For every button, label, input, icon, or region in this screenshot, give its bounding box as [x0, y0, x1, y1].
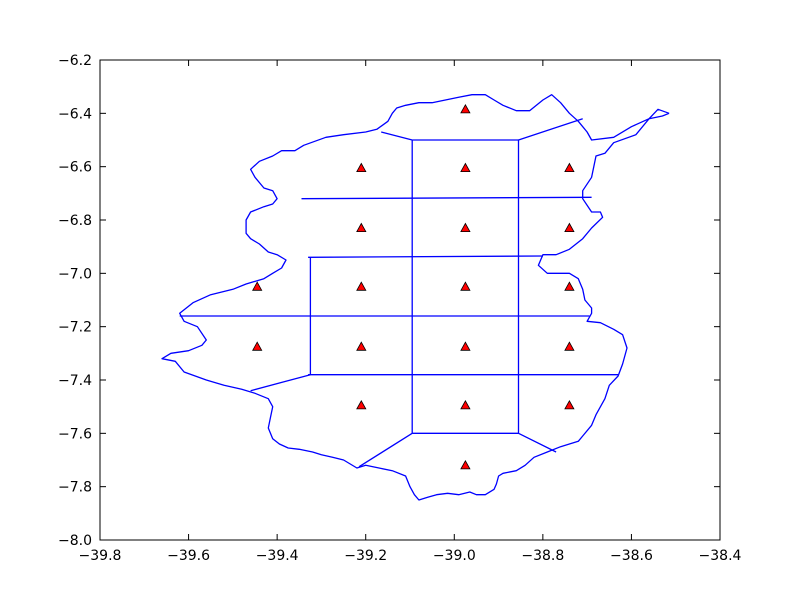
- station-marker: [460, 162, 471, 173]
- station-marker: [564, 162, 575, 173]
- station-marker: [564, 222, 575, 233]
- x-tick-label: −39.4: [256, 548, 299, 564]
- y-tick-label: −7.4: [58, 373, 92, 389]
- y-tick-label: −8.0: [58, 533, 92, 549]
- y-axis: −8.0 −7.8 −7.6 −7.4 −7.2 −7.0 −6.8 −6.6 −6.4 −6.2: [58, 53, 720, 549]
- y-tick-label: −7.0: [58, 266, 92, 282]
- x-tick-label: −38.6: [610, 548, 653, 564]
- y-tick-label: −7.6: [58, 426, 92, 442]
- axes-frame: [99, 59, 721, 541]
- station-marker: [356, 222, 367, 233]
- boundary-layer: [161, 94, 670, 501]
- station-marker: [356, 341, 367, 351]
- station-markers: [252, 103, 575, 470]
- station-marker: [252, 341, 263, 351]
- station-marker: [356, 399, 367, 410]
- y-tick-label: −7.8: [58, 480, 92, 496]
- y-tick-label: −6.8: [58, 213, 92, 229]
- cell-edge: [358, 432, 413, 468]
- y-tick-label: −6.4: [58, 106, 92, 122]
- region-boundary: [161, 94, 670, 501]
- x-tick-label: −39.8: [79, 548, 122, 564]
- cell-edge: [301, 196, 592, 200]
- x-tick-label: −38.4: [699, 548, 742, 564]
- station-marker: [252, 281, 263, 291]
- cell-edge: [518, 118, 583, 141]
- x-tick-label: −39.6: [167, 548, 210, 564]
- cell-edges: [179, 118, 619, 468]
- station-marker: [460, 399, 471, 410]
- cell-edge: [250, 374, 311, 392]
- station-marker: [460, 341, 471, 351]
- station-marker: [356, 281, 367, 291]
- station-marker: [564, 341, 575, 351]
- cell-edge: [308, 255, 543, 258]
- station-marker: [460, 459, 471, 470]
- x-axis: −39.8 −39.6 −39.4 −39.2 −39.0 −38.8 −38.6 −38.4: [79, 60, 742, 564]
- x-tick-label: −39.0: [433, 548, 476, 564]
- y-tick-label: −6.2: [58, 53, 92, 69]
- station-marker: [460, 222, 471, 233]
- station-marker: [564, 281, 575, 291]
- cell-edge: [381, 131, 413, 141]
- station-marker: [460, 281, 471, 291]
- y-tick-label: −7.2: [58, 320, 92, 336]
- x-tick-label: −39.2: [344, 548, 387, 564]
- station-marker: [460, 103, 471, 114]
- station-marker: [564, 399, 575, 410]
- plot-area: [100, 60, 720, 540]
- cell-edge: [518, 432, 557, 453]
- station-marker: [356, 162, 367, 173]
- y-tick-label: −6.6: [58, 160, 92, 176]
- x-tick-label: −38.8: [521, 548, 564, 564]
